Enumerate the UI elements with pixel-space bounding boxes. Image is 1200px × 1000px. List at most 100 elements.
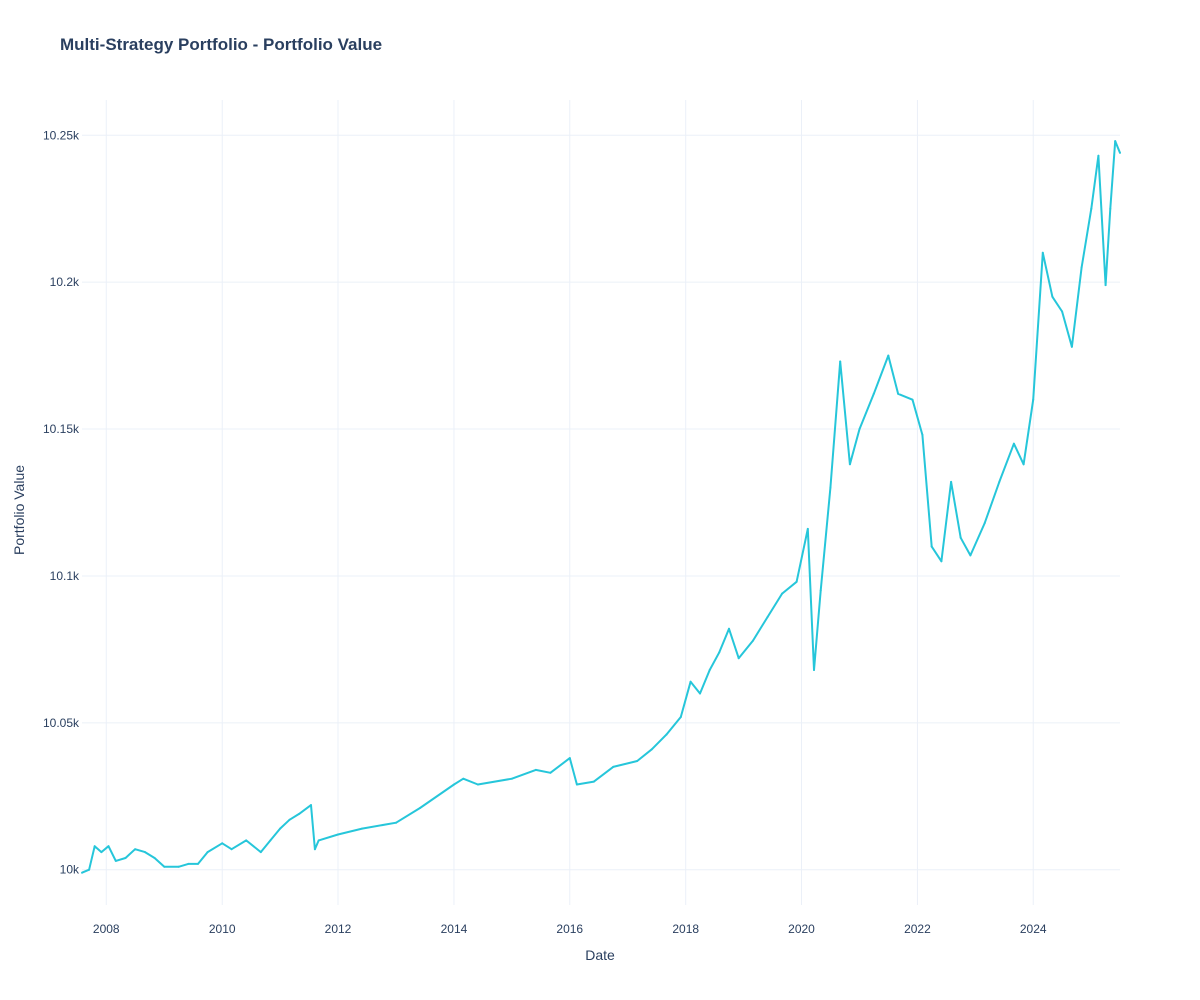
data-point [983, 522, 986, 525]
data-point [453, 783, 455, 786]
data-point [699, 692, 701, 695]
data-point [259, 851, 262, 854]
data-point [134, 848, 137, 851]
data-point [911, 398, 914, 401]
data-point [689, 680, 692, 683]
data-point [665, 733, 668, 736]
data-point [752, 639, 754, 642]
data-point [1119, 151, 1121, 154]
x-tick-labels: 2008 2010 2012 2014 2016 2018 2020 2022 2024 [93, 922, 1047, 936]
data-point [612, 765, 615, 768]
data-point [940, 560, 943, 563]
data-point [313, 848, 316, 851]
data-point [206, 851, 209, 854]
data-point [1090, 207, 1093, 210]
data-point [288, 818, 291, 821]
data-point [549, 771, 552, 774]
grid-layer [82, 100, 1120, 905]
data-point [848, 463, 851, 466]
y-tick-label: 10.25k [43, 128, 80, 142]
data-point [781, 592, 784, 595]
data-point [279, 827, 282, 830]
data-point [1114, 140, 1117, 143]
x-tick-label: 2016 [556, 922, 583, 936]
x-tick-label: 2014 [441, 922, 468, 936]
data-point [298, 812, 301, 815]
data-point [419, 807, 421, 809]
x-tick-label: 2020 [788, 922, 815, 936]
data-point [575, 783, 578, 786]
data-point [1104, 284, 1107, 287]
data-point [969, 554, 972, 557]
data-point [872, 392, 875, 395]
data-point [1080, 266, 1083, 269]
series-line-0 [81, 140, 1121, 874]
data-point [337, 833, 339, 836]
data-point [998, 480, 1001, 483]
x-tick-label: 2022 [904, 922, 931, 936]
data-point [858, 428, 861, 431]
data-point [950, 480, 953, 483]
data-point [839, 360, 842, 363]
data-point [806, 527, 809, 530]
chart-title: Multi-Strategy Portfolio - Portfolio Val… [60, 35, 383, 54]
data-point [679, 716, 682, 718]
data-point [88, 868, 91, 871]
data-point [144, 851, 146, 854]
data-point [959, 536, 962, 539]
data-point [93, 845, 96, 848]
x-tick-label: 2024 [1020, 922, 1047, 936]
data-point [708, 669, 711, 671]
data-point [718, 651, 721, 654]
data-point [221, 842, 224, 845]
data-point [462, 777, 465, 780]
data-point [81, 871, 83, 874]
y-tick-label: 10.15k [43, 422, 80, 436]
data-point [1061, 310, 1064, 313]
data-point [921, 433, 924, 436]
y-tick-label: 10.2k [50, 275, 80, 289]
data-point [728, 627, 730, 630]
data-point [1109, 207, 1112, 210]
data-point [1022, 463, 1025, 466]
data-point [766, 616, 769, 619]
data-point [510, 777, 513, 780]
y-tick-label: 10.05k [43, 716, 80, 730]
data-point [887, 354, 890, 357]
data-point [163, 865, 166, 868]
data-point [592, 780, 595, 783]
data-point [795, 580, 798, 583]
data-point [361, 827, 364, 830]
data-point [245, 839, 248, 842]
y-axis-title: Portfolio Value [11, 465, 27, 555]
data-point [395, 821, 398, 824]
data-point [1051, 295, 1054, 298]
data-point [819, 589, 822, 592]
data-point [568, 757, 571, 760]
data-point [107, 845, 110, 848]
data-point [114, 859, 117, 862]
data-point [1041, 251, 1044, 254]
data-point [1032, 398, 1035, 401]
data-point [1012, 442, 1015, 445]
data-point [269, 839, 272, 842]
x-tick-label: 2012 [325, 922, 352, 936]
data-point [100, 851, 103, 854]
x-tick-label: 2010 [209, 922, 236, 936]
data-point [476, 783, 479, 786]
data-point [534, 768, 537, 771]
data-point [124, 857, 127, 859]
y-tick-label: 10.1k [50, 569, 80, 583]
data-point [737, 657, 740, 660]
data-point [636, 760, 639, 762]
data-point [177, 865, 180, 868]
y-tick-labels: 10k 10.05k 10.1k 10.15k 10.2k 10.25k [43, 128, 80, 876]
data-point [317, 839, 320, 842]
data-point [1097, 154, 1100, 157]
data-point [1070, 345, 1073, 348]
data-point [230, 848, 233, 851]
data-point [897, 392, 900, 395]
series-layer [81, 140, 1121, 874]
data-point [197, 862, 199, 865]
